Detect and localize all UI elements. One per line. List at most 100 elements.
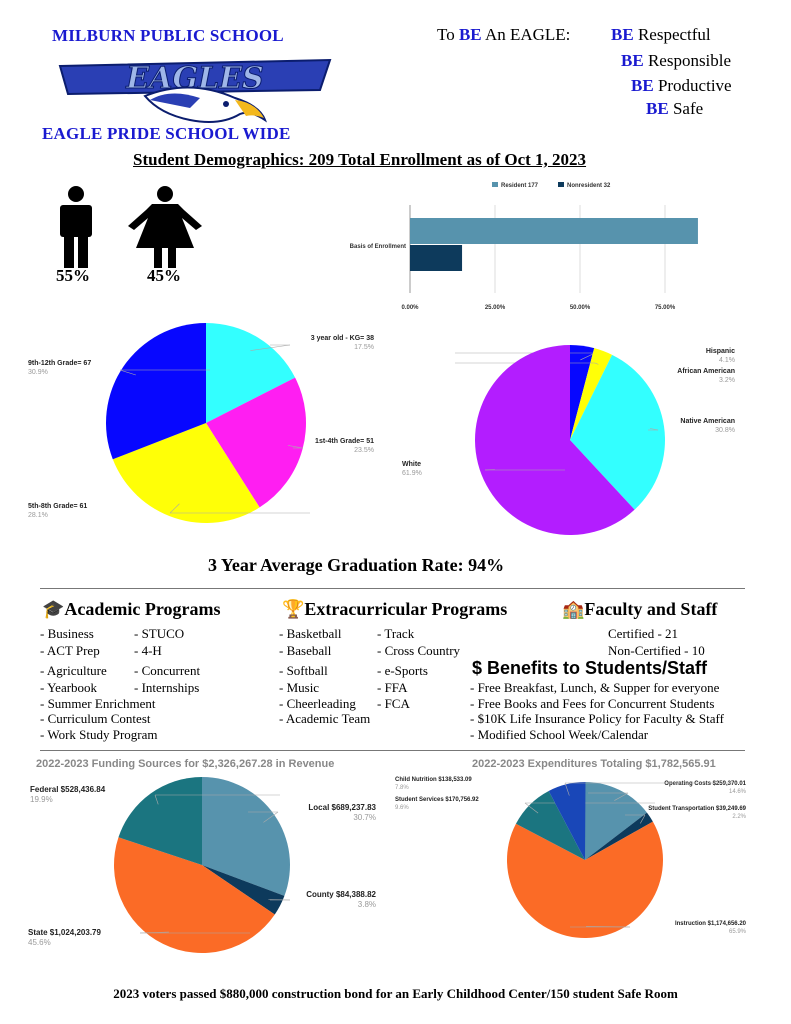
list-item: - Softball [279,663,328,678]
divider-top [40,588,745,589]
slice-percent: 9.6% [395,805,409,811]
leader-line [169,503,180,514]
graduation-rate: 3 Year Average Graduation Rate: 94% [208,555,505,575]
pie-slice [202,865,285,915]
school-icon: 🏫 [562,599,585,619]
value-responsible: BE Responsible [621,51,732,70]
legend-label: Resident 177 [501,183,539,189]
graduation-cap-icon: 🎓 [42,599,65,619]
funding-title: 2022-2023 Funding Sources for $2,326,267… [36,758,334,770]
slice-label: Instruction $1,174,656.20 [675,921,747,927]
pie-slice [507,821,663,938]
footer-note: 2023 voters passed $880,000 construction… [113,986,678,1001]
leader-line [614,792,629,801]
leader-line [564,782,570,796]
pie-slice [475,345,635,535]
x-tick-label: 75.00% [655,305,676,311]
list-item: - $10K Life Insurance Policy for Faculty… [470,711,724,726]
pie-slice [585,812,653,860]
trophy-icon: 🏆 [282,599,305,619]
list-item: - e-Sports [377,663,428,678]
male-icon [60,186,92,268]
list-item: - ACT Prep [40,643,100,658]
list-item: - STUCO [134,626,185,641]
female-icon [128,186,202,268]
list-item: - Modified School Week/Calendar [470,727,649,742]
pie-slice [570,348,613,440]
academic-heading: 🎓Academic Programs [42,599,221,619]
leader-line [287,445,304,449]
category-label: Basis of Enrollment [350,244,406,250]
expenditure-title: 2022-2023 Expenditures Totaling $1,782,5… [472,758,716,770]
list-item: - Track [377,626,415,641]
slice-percent: 4.1% [719,357,735,364]
list-item: - Work Study Program [40,727,158,742]
divider-bottom [40,750,745,751]
pie-slice [548,782,586,860]
list-item: - Basketball [279,626,342,641]
school-name: MILBURN PUBLIC SCHOOL [52,26,284,45]
list-item: - Agriculture [40,663,107,678]
motto-prefix: To [437,25,459,44]
list-item: - Business [40,626,94,641]
certified-count: Certified - 21 [608,626,679,641]
pie-slice [570,345,595,440]
legend-swatch [558,182,564,187]
leader-line [250,344,291,351]
slice-label: African American [677,368,735,375]
faculty-heading: 🏫Faculty and Staff [562,599,718,619]
extracurricular-heading: 🏆Extracurricular Programs [282,599,508,619]
list-item: - Music [279,680,320,695]
bar-0 [410,218,698,244]
slice-percent: 30.8% [715,427,735,434]
list-item: - Concurrent [134,663,201,678]
pie-slice [585,782,647,860]
slice-label: Hispanic [706,348,735,355]
pie-slice [206,323,296,423]
list-item: - 4-H [134,643,162,658]
slice-percent: 14.6% [729,789,747,795]
pride-text: EAGLE PRIDE SCHOOL WIDE [42,124,291,143]
slice-label: Student Services $170,756.92 [395,797,479,803]
value-productive: BE Productive [631,76,732,95]
pie-slice [113,837,275,954]
slice-label: Federal $528,436.84 [30,785,106,794]
enrollment-bar-chart: Resident 177 Nonresident 32 0.00% 25.00% 50.… [350,182,698,311]
noncertified-count: Non-Certified - 10 [608,643,705,658]
slice-percent: 17.5% [354,344,374,351]
list-item: - Yearbook [40,680,98,695]
pie-slice [570,354,665,510]
leader-line [580,352,596,361]
slice-label: 5th-8th Grade= 61 [28,503,87,510]
x-tick-label: 50.00% [570,305,591,311]
slice-percent: 19.9% [30,795,53,804]
value-respectful: BE Respectful [611,25,711,44]
slice-label: 1st-4th Grade= 51 [315,438,374,445]
value-safe: BE Safe [646,99,704,118]
slice-percent: 3.8% [358,900,376,909]
list-item: - Free Books and Fees for Concurrent Stu… [470,696,715,711]
list-item: - Cross Country [377,643,461,658]
x-tick-label: 0.00% [401,305,419,311]
list-item: - Free Breakfast, Lunch, & Supper for ev… [470,680,720,695]
funding-pie-chart: 2022-2023 Funding Sources for $2,326,267… [28,758,377,954]
leader-line [263,811,279,823]
grade-pie-chart: 3 year old - KG= 38 17.5% 1st-4th Grade= 5… [28,323,374,523]
slice-percent: 28.1% [28,512,48,519]
demographics-title: Student Demographics: 209 Total Enrollme… [133,150,587,169]
leader-line [119,369,136,376]
female-percent: 45% [147,266,181,285]
pie-slice [515,790,585,860]
slice-percent: 45.6% [28,938,51,947]
list-item: - Baseball [279,643,332,658]
legend-swatch [492,182,498,187]
slice-percent: 61.9% [402,470,422,477]
list-item: - FCA [377,696,410,711]
slice-percent: 7.8% [395,785,409,791]
bar-1 [410,245,463,271]
motto-be: BE [458,25,482,44]
slice-label: Operating Costs $259,370.01 [664,781,746,787]
leader-line [594,362,599,365]
list-item: - Curriculum Contest [40,711,151,726]
leader-line [640,814,646,824]
